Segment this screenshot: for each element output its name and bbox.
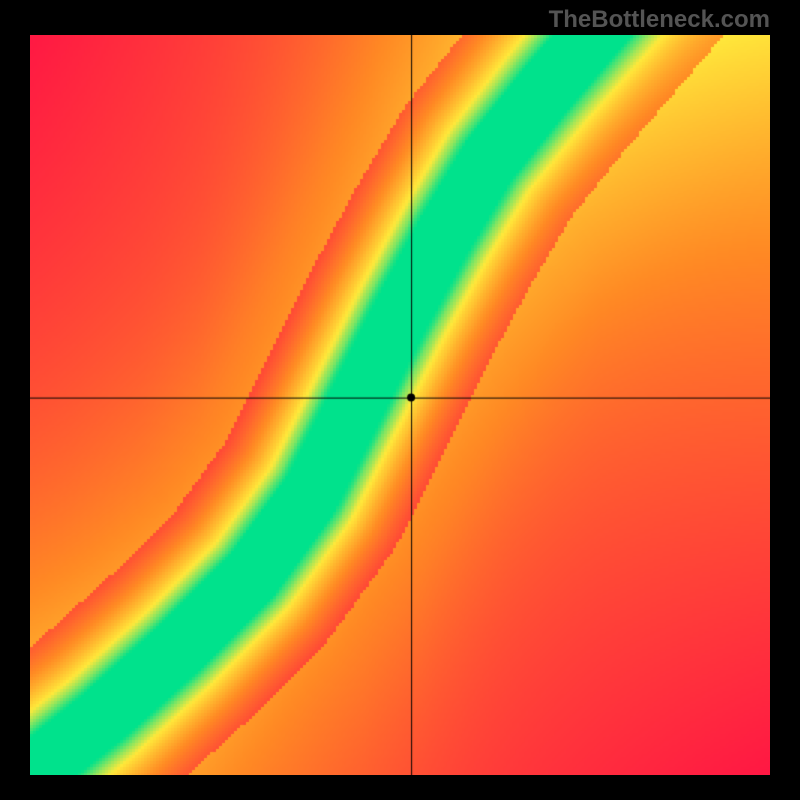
- heatmap-plot: [30, 35, 770, 775]
- watermark-text: TheBottleneck.com: [549, 6, 770, 34]
